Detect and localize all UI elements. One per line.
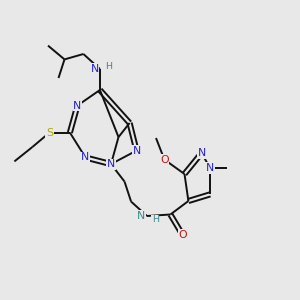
Text: H: H: [152, 215, 159, 224]
Text: H: H: [105, 62, 112, 71]
Text: N: N: [137, 211, 145, 221]
Text: N: N: [81, 152, 90, 163]
Text: N: N: [73, 100, 82, 111]
Text: N: N: [197, 148, 206, 158]
Text: O: O: [160, 154, 169, 165]
Text: N: N: [90, 64, 99, 74]
Text: N: N: [107, 159, 115, 169]
Text: O: O: [178, 230, 187, 240]
Text: N: N: [206, 163, 214, 173]
Text: N: N: [132, 146, 141, 156]
Text: S: S: [46, 128, 53, 138]
